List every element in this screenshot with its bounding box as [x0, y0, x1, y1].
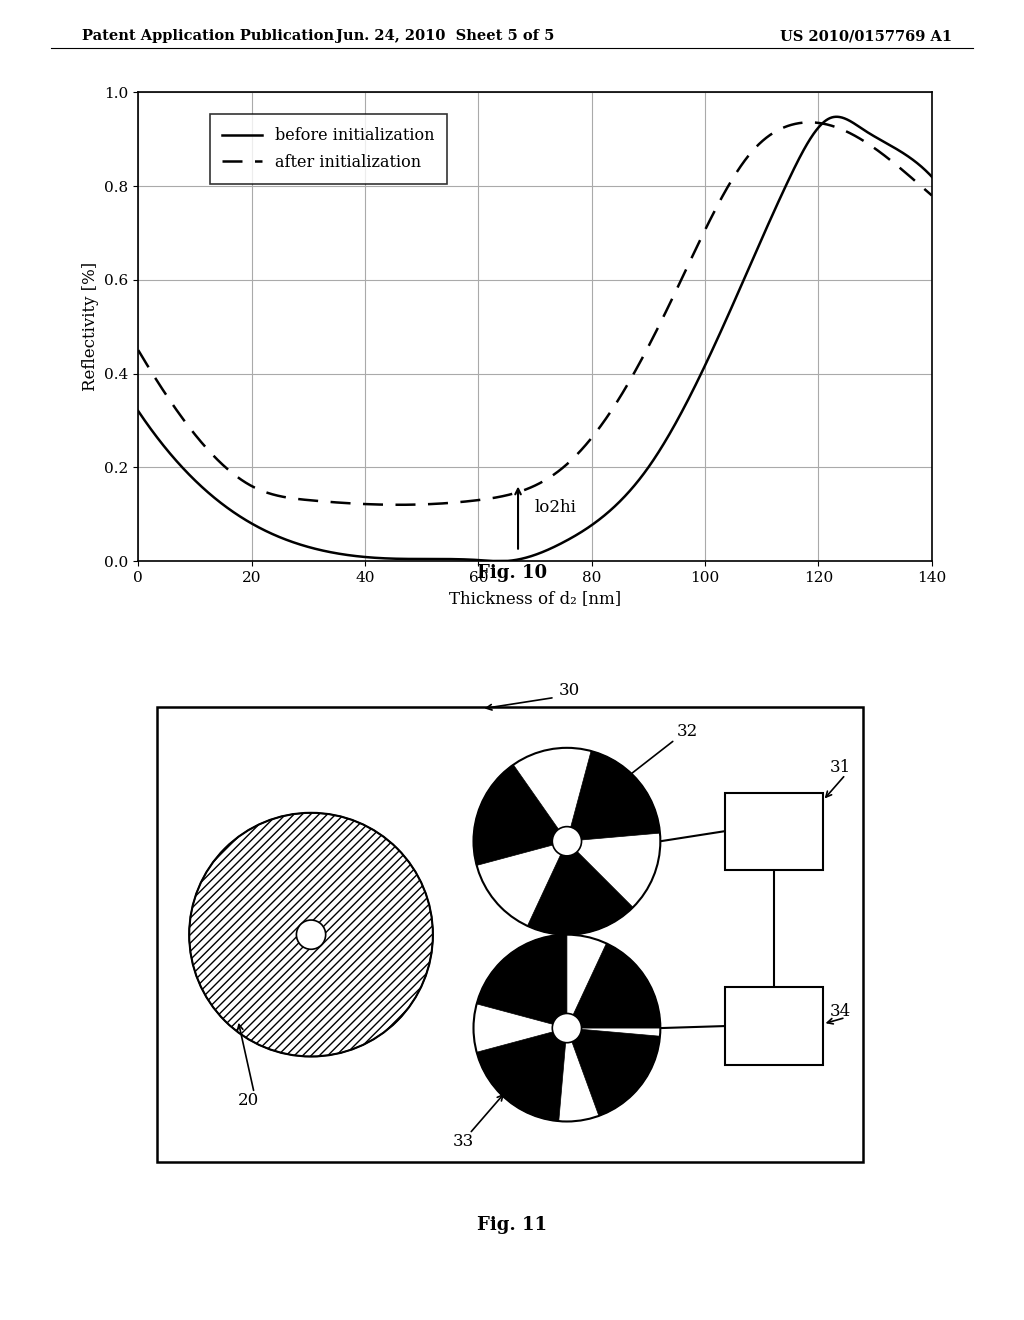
Wedge shape	[477, 1028, 567, 1121]
Y-axis label: Reflectivity [%]: Reflectivity [%]	[82, 263, 98, 391]
FancyBboxPatch shape	[725, 792, 823, 870]
Legend: before initialization, after initialization: before initialization, after initializat…	[210, 115, 447, 183]
Text: lo2hi: lo2hi	[535, 499, 577, 516]
Wedge shape	[477, 935, 567, 1028]
Text: Fig. 11: Fig. 11	[477, 1216, 547, 1234]
Text: Jun. 24, 2010  Sheet 5 of 5: Jun. 24, 2010 Sheet 5 of 5	[336, 29, 555, 44]
Wedge shape	[567, 751, 660, 841]
Text: 34: 34	[829, 1003, 851, 1020]
Text: 31: 31	[829, 759, 851, 776]
Circle shape	[473, 935, 660, 1122]
Text: Patent Application Publication: Patent Application Publication	[82, 29, 334, 44]
Text: 32: 32	[677, 722, 697, 739]
Circle shape	[552, 1014, 582, 1043]
Wedge shape	[567, 944, 660, 1028]
FancyBboxPatch shape	[157, 708, 863, 1162]
Circle shape	[552, 826, 582, 855]
X-axis label: Thickness of d₂ [nm]: Thickness of d₂ [nm]	[449, 590, 622, 607]
Text: 30: 30	[559, 682, 580, 700]
Wedge shape	[473, 764, 567, 866]
Text: Fig. 10: Fig. 10	[477, 564, 547, 582]
Text: US 2010/0157769 A1: US 2010/0157769 A1	[780, 29, 952, 44]
Circle shape	[296, 920, 326, 949]
Text: 20: 20	[238, 1092, 259, 1109]
Wedge shape	[567, 1028, 660, 1115]
Wedge shape	[527, 841, 633, 935]
FancyBboxPatch shape	[725, 987, 823, 1065]
Circle shape	[189, 813, 433, 1056]
Text: 33: 33	[454, 1133, 474, 1150]
Circle shape	[473, 748, 660, 935]
